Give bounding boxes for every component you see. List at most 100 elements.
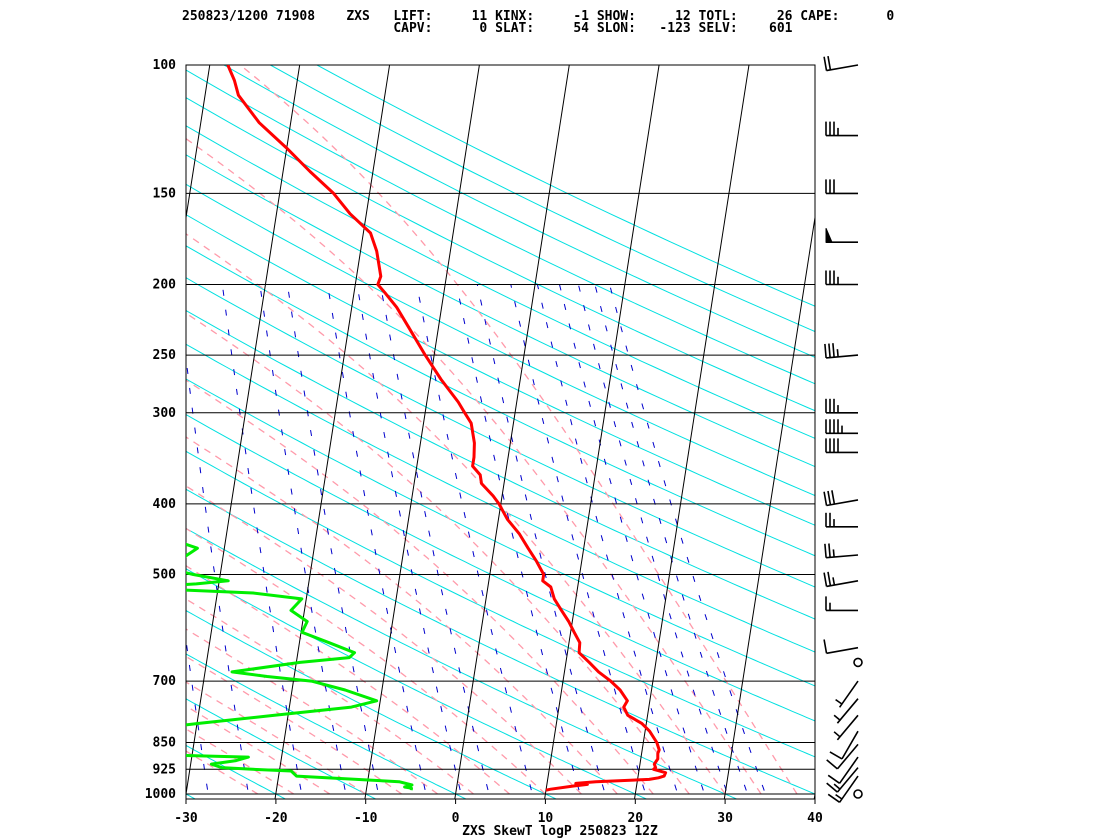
temperature-tick-label: 10 <box>538 811 554 826</box>
wind-barb <box>825 398 858 414</box>
temperature-tick-label: 20 <box>627 811 643 826</box>
wind-barb <box>825 228 858 243</box>
isotherm-line <box>186 65 301 798</box>
figure-title: ZXS SkewT logP 250823 12Z <box>462 824 658 839</box>
wind-barb <box>853 657 863 668</box>
dry-adiabat-line <box>186 154 815 468</box>
moist-adiabat-line <box>186 485 582 795</box>
moist-adiabat-line <box>186 312 690 795</box>
mixing-ratio-line <box>87 285 145 810</box>
wind-barb-flag <box>824 343 827 358</box>
isotherm-line <box>454 65 570 799</box>
calm-wind-circle <box>853 657 863 668</box>
pressure-tick-label: 700 <box>153 674 177 689</box>
isotherm-line <box>634 65 750 799</box>
wind-barb-half-flag <box>833 714 841 721</box>
dry-adiabat-line <box>186 610 558 799</box>
moist-adiabat-line <box>186 436 618 795</box>
temperature-tick-label: -20 <box>264 811 288 826</box>
wind-barb-flag <box>824 543 827 558</box>
wind-barb-half-flag <box>835 698 843 705</box>
plot-frame <box>185 64 816 800</box>
moist-adiabat-line <box>186 565 510 795</box>
mixing-ratio-line <box>221 284 304 799</box>
isotherm-line <box>274 65 391 799</box>
wind-barb-flag <box>828 543 831 558</box>
isotherm-line <box>902 49 1021 810</box>
wind-barb-flag <box>823 572 828 587</box>
wind-barb-staff <box>826 554 859 559</box>
wind-barb-staff <box>836 743 859 770</box>
wind-barb-flag <box>827 571 832 586</box>
temperature-tick-label: 30 <box>717 811 733 826</box>
wind-barb <box>827 775 859 803</box>
mixing-ratio-line <box>577 284 730 799</box>
isotherm-line <box>0 49 33 810</box>
wind-barb <box>825 270 858 286</box>
wind-barb-staff <box>826 64 859 72</box>
pressure-tick-label: 100 <box>153 58 177 73</box>
moist-adiabat-line <box>186 728 295 795</box>
wind-barb-half-flag <box>835 793 843 800</box>
pressure-tick-labels: 100 150 200 250 300 400 500 700 850 925 1000 <box>145 58 176 802</box>
wind-barb-staff <box>826 499 859 507</box>
wind-barb-flag <box>832 343 835 358</box>
wind-barb <box>835 680 859 708</box>
wind-barb-flag <box>823 491 828 506</box>
wind-barb <box>826 767 859 793</box>
isotherm-line <box>4 49 123 810</box>
wind-barb-flag <box>831 490 836 505</box>
dry-adiabat-line <box>186 414 815 722</box>
mixing-ratio-line <box>186 636 210 799</box>
wind-barb-pennant <box>825 228 833 243</box>
wind-barb-half-flag <box>832 549 835 558</box>
dry-adiabat-line <box>186 343 815 653</box>
wind-barb <box>825 512 858 528</box>
wind-barb-staff <box>838 756 859 784</box>
dry-adiabat-line <box>186 97 815 412</box>
wind-barb-staff <box>838 775 859 803</box>
wind-barb <box>823 571 859 588</box>
wind-barb-staff <box>826 646 859 655</box>
pressure-tick-label: 150 <box>153 186 177 201</box>
pressure-tick-label: 1000 <box>145 787 176 802</box>
moist-adiabat-line <box>186 233 726 795</box>
wind-barb-half-flag <box>833 731 841 738</box>
dry-adiabat-line <box>222 65 815 358</box>
wind-barb <box>825 179 858 195</box>
mixing-ratio-line <box>286 284 381 799</box>
wind-barb-half-flag <box>832 577 836 586</box>
wind-barb <box>823 639 859 655</box>
wind-barb <box>824 343 859 359</box>
dry-adiabat-line <box>186 450 815 758</box>
moist-adiabat-line <box>186 598 474 795</box>
wind-barb <box>823 55 859 72</box>
mixing-ratio-line <box>510 284 648 799</box>
mixing-ratio-line <box>356 284 463 799</box>
dry-adiabat-line <box>186 69 815 385</box>
mixing-ratio-line <box>559 284 707 799</box>
mixing-ratio-line <box>34 285 84 810</box>
wind-barb-flag <box>826 782 838 793</box>
mixing-ratio-line <box>536 284 680 799</box>
wind-barb-half-flag <box>836 349 839 357</box>
wind-barb <box>829 730 859 760</box>
wind-barb-flag <box>827 55 832 71</box>
wind-barb <box>824 543 859 559</box>
wind-barb <box>826 743 859 770</box>
wind-barb <box>833 698 859 724</box>
wind-barb-flag <box>829 751 843 760</box>
wind-barb-flag <box>823 639 828 654</box>
mixing-ratio-line <box>455 284 582 799</box>
wind-barb-flag <box>827 774 841 784</box>
wind-barb-staff <box>836 698 859 724</box>
pressure-tick-label: 250 <box>153 348 177 363</box>
dry-adiabat-line <box>186 488 815 795</box>
pressure-tick-label: 300 <box>153 406 177 421</box>
wind-barb <box>853 789 863 799</box>
temperature-tick-label: 0 <box>452 811 460 826</box>
mixing-ratio-line <box>259 284 348 799</box>
pressure-tick-label: 925 <box>153 762 176 777</box>
